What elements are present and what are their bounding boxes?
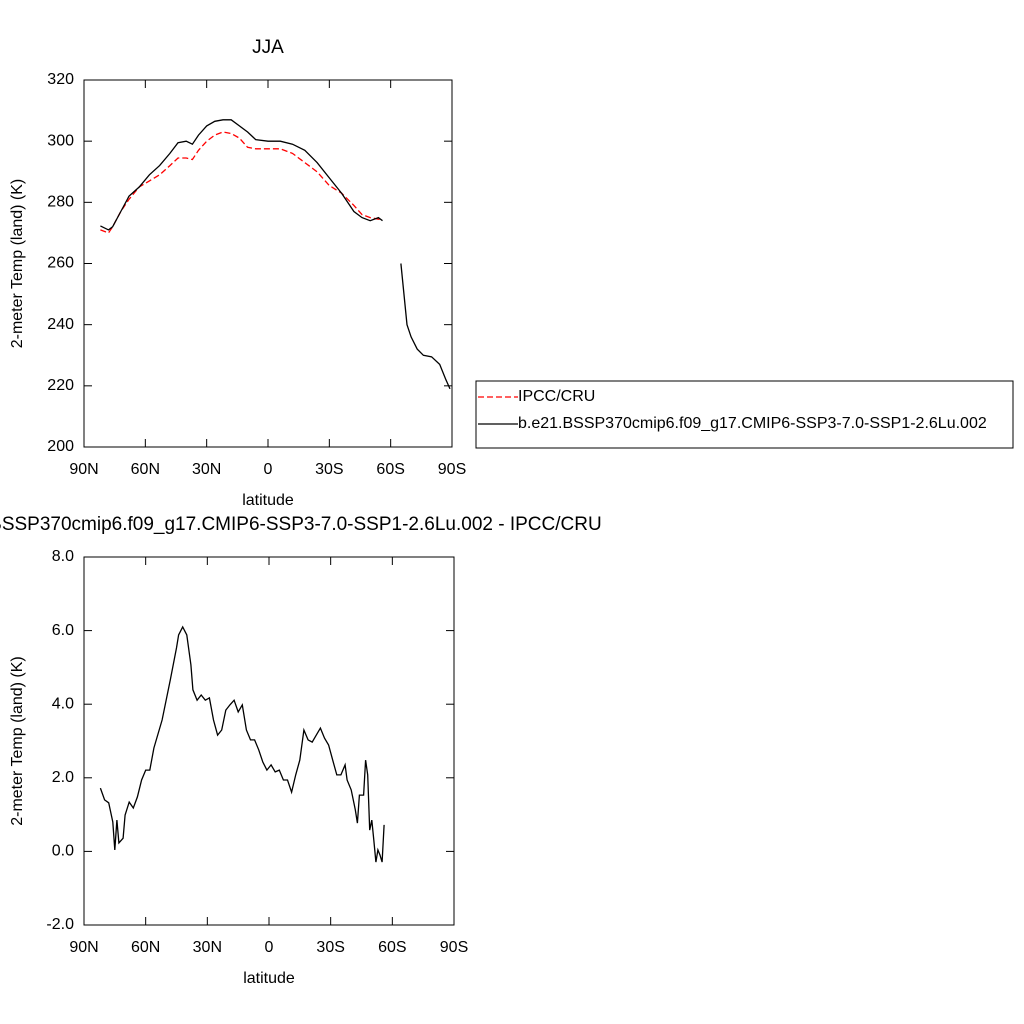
x-axis-label: latitude: [243, 970, 295, 987]
y-tick-label: 220: [47, 377, 74, 394]
y-tick-label: 240: [47, 316, 74, 333]
legend-label: b.e21.BSSP370cmip6.f09_g17.CMIP6-SSP3-7.…: [518, 415, 987, 432]
y-tick-label: 6.0: [52, 622, 74, 639]
x-tick-label: 90N: [69, 939, 98, 956]
legend-label: IPCC/CRU: [518, 388, 595, 405]
x-tick-label: 60S: [376, 461, 404, 478]
legend-box: [475, 380, 1014, 449]
y-tick-label: 200: [47, 438, 74, 455]
y-tick-label: -2.0: [46, 916, 74, 933]
chart-title: JJA: [252, 37, 284, 58]
data-line: [100, 131, 383, 234]
x-tick-label: 60S: [378, 939, 406, 956]
data-line: [99, 625, 385, 863]
x-tick-label: 30N: [192, 461, 221, 478]
y-tick-label: 280: [47, 194, 74, 211]
y-tick-label: 4.0: [52, 695, 74, 712]
plot-frame: [83, 79, 453, 448]
y-tick-label: 320: [47, 71, 74, 88]
chart-title: b.e21.BSSP370cmip6.f09_g17.CMIP6-SSP3-7.…: [0, 514, 602, 535]
x-axis-label: latitude: [242, 492, 294, 509]
y-tick-label: 0.0: [52, 843, 74, 860]
x-tick-label: 0: [265, 939, 274, 956]
y-tick-label: 300: [47, 132, 74, 149]
x-tick-label: 90N: [69, 461, 98, 478]
y-axis-label: 2-meter Temp (land) (K): [9, 179, 26, 349]
x-tick-label: 0: [264, 461, 273, 478]
plot-frame: [83, 556, 455, 926]
x-tick-label: 60N: [131, 461, 160, 478]
y-axis-label: 2-meter Temp (land) (K): [9, 656, 26, 826]
data-line: [100, 119, 451, 390]
x-tick-label: 90S: [440, 939, 468, 956]
y-tick-label: 8.0: [52, 548, 74, 565]
x-tick-label: 30S: [315, 461, 343, 478]
y-tick-label: 260: [47, 255, 74, 272]
y-tick-label: 2.0: [52, 769, 74, 786]
x-tick-label: 30S: [316, 939, 344, 956]
x-tick-label: 90S: [438, 461, 466, 478]
x-tick-label: 30N: [193, 939, 222, 956]
x-tick-label: 60N: [131, 939, 160, 956]
